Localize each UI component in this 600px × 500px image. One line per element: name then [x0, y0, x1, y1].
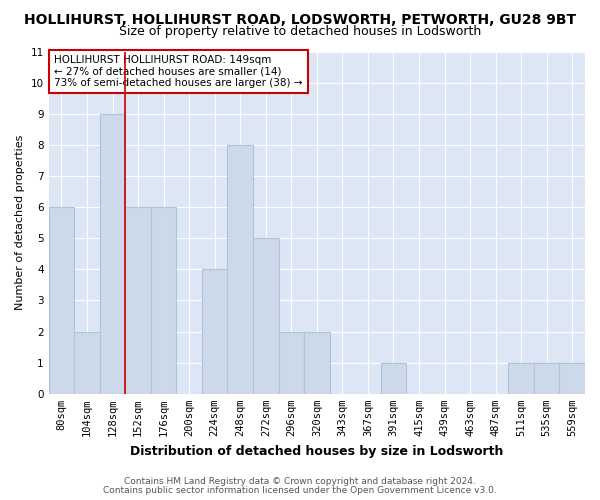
- Bar: [125, 207, 151, 394]
- X-axis label: Distribution of detached houses by size in Lodsworth: Distribution of detached houses by size …: [130, 444, 503, 458]
- Bar: [49, 207, 74, 394]
- Text: Contains public sector information licensed under the Open Government Licence v3: Contains public sector information licen…: [103, 486, 497, 495]
- Bar: [253, 238, 278, 394]
- Text: Contains HM Land Registry data © Crown copyright and database right 2024.: Contains HM Land Registry data © Crown c…: [124, 477, 476, 486]
- Bar: [278, 332, 304, 394]
- Bar: [100, 114, 125, 394]
- Text: Size of property relative to detached houses in Lodsworth: Size of property relative to detached ho…: [119, 25, 481, 38]
- Y-axis label: Number of detached properties: Number of detached properties: [15, 135, 25, 310]
- Text: HOLLIHURST, HOLLIHURST ROAD, LODSWORTH, PETWORTH, GU28 9BT: HOLLIHURST, HOLLIHURST ROAD, LODSWORTH, …: [24, 12, 576, 26]
- Bar: [202, 270, 227, 394]
- Bar: [304, 332, 329, 394]
- Bar: [559, 362, 585, 394]
- Bar: [74, 332, 100, 394]
- Bar: [380, 362, 406, 394]
- Bar: [227, 145, 253, 394]
- Text: HOLLIHURST HOLLIHURST ROAD: 149sqm
← 27% of detached houses are smaller (14)
73%: HOLLIHURST HOLLIHURST ROAD: 149sqm ← 27%…: [54, 55, 302, 88]
- Bar: [534, 362, 559, 394]
- Bar: [508, 362, 534, 394]
- Bar: [151, 207, 176, 394]
